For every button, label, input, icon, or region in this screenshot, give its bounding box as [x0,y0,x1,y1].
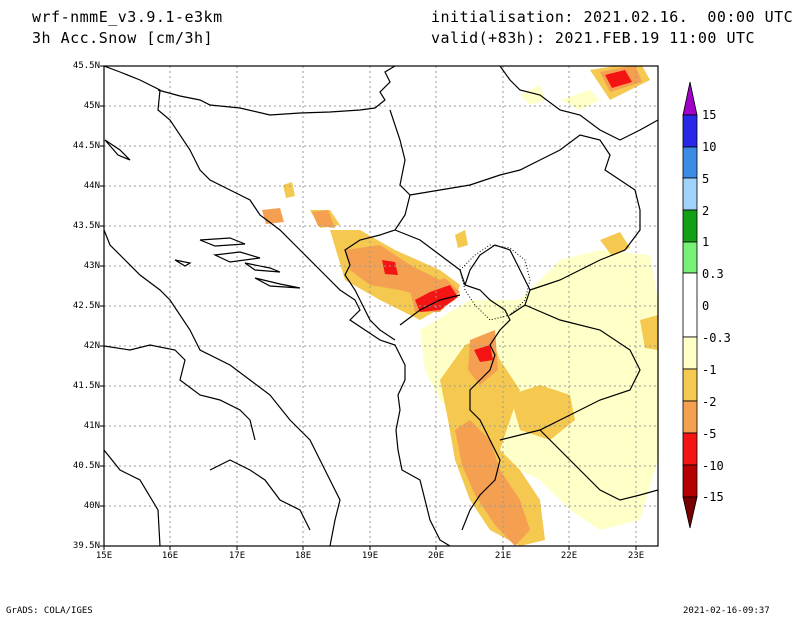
lat-label: 39.5N [72,541,100,551]
colorbar-arrow-top [682,81,698,116]
colorbar-label: -5 [702,427,717,441]
colorbar-box-2 [682,146,698,179]
footer-timestamp: 2021-02-16-09:37 [683,606,770,616]
colorbar-arrow-bottom [682,496,698,529]
colorbar-box-8 [682,368,698,402]
snow-field [262,66,658,546]
colorbar-label: -0.3 [702,331,731,345]
lon-label: 21E [494,551,512,561]
model-title: wrf-nmmE_v3.9.1-e3km [32,8,223,26]
lon-label: 15E [95,551,113,561]
colorbar-box-5 [682,241,698,274]
lon-label: 17E [228,551,246,561]
lat-label: 40.5N [72,461,100,471]
lon-label: 23E [627,551,645,561]
colorbar-label: -1 [702,363,717,377]
colorbar-label: 15 [702,108,717,122]
coastlines [104,66,451,546]
colorbar-label: 0 [702,299,710,313]
valid-time: valid(+83h): 2021.FEB.19 11:00 UTC [431,29,756,47]
lat-label: 41N [83,421,100,431]
grid-lines [104,66,658,546]
colorbar-box-11 [682,464,698,498]
lon-label: 20E [427,551,445,561]
lon-label: 18E [294,551,312,561]
colorbar-box-9 [682,400,698,434]
lat-label: 41.5N [72,381,100,391]
lat-label: 44.5N [72,141,100,151]
lat-label: 45.5N [72,61,100,71]
lat-label: 44N [83,181,100,191]
lat-label: 42.5N [72,301,100,311]
colorbar-label: -10 [702,459,724,473]
colorbar-box-10 [682,432,698,466]
lat-label: 42N [83,341,100,351]
lat-label: 40N [83,501,100,511]
colorbar-label: 0.3 [702,267,724,281]
colorbar-box-6 [682,272,698,338]
lat-label: 43.5N [72,221,100,231]
colorbar-label: -2 [702,395,717,409]
colorbar-box-1 [682,114,698,148]
disputed-border [459,244,531,321]
colorbar-box-4 [682,209,698,243]
lat-label: 43N [83,261,100,271]
colorbar-label: 5 [702,172,710,186]
field-title: 3h Acc.Snow [cm/3h] [32,29,214,47]
lon-label: 16E [161,551,179,561]
colorbar [682,81,698,529]
axis-ticks [100,65,637,550]
footer-credit: GrADS: COLA/IGES [6,606,93,616]
colorbar-label: -15 [702,490,724,504]
lon-label: 22E [560,551,578,561]
lat-label: 45N [83,101,100,111]
init-time: initialisation: 2021.02.16. 00:00 UTC [431,8,794,26]
colorbar-label: 1 [702,235,710,249]
lon-label: 19E [361,551,379,561]
colorbar-label: 2 [702,204,710,218]
colorbar-box-3 [682,177,698,211]
colorbar-box-7 [682,336,698,370]
colorbar-label: 10 [702,140,717,154]
country-borders [157,66,658,531]
